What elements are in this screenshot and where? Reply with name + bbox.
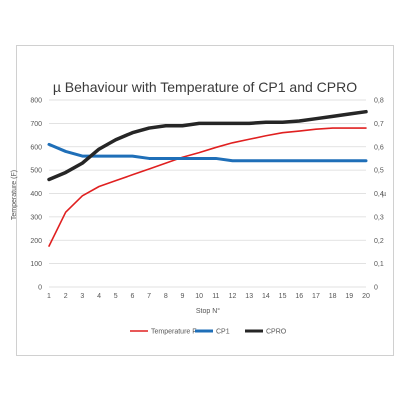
y-tick-label: 0	[38, 285, 42, 292]
x-tick-label: 9	[181, 293, 185, 300]
y2-axis-label: µ	[382, 191, 386, 198]
x-tick-label: 5	[114, 293, 118, 300]
x-tick-label: 19	[345, 293, 353, 300]
series-lines	[47, 109, 368, 247]
y2-tick-label: 0,6	[374, 144, 384, 151]
y2-tick-label: 0,8	[374, 98, 384, 105]
left-axis-ticks: 0 100 200 300 400 500 600 700 800	[30, 98, 42, 292]
y2-tick-label: 0	[374, 285, 378, 292]
x-tick-label: 14	[262, 293, 270, 300]
x-tick-label: 2	[64, 293, 68, 300]
y-tick-label: 800	[30, 98, 42, 105]
x-tick-label: 1	[47, 293, 51, 300]
y2-tick-label: 0,1	[374, 261, 384, 268]
y-tick-label: 200	[30, 238, 42, 245]
series-line-temperature-f	[48, 127, 367, 247]
y-tick-label: 600	[30, 144, 42, 151]
x-tick-label: 8	[164, 293, 168, 300]
x-tick-label: 6	[130, 293, 134, 300]
legend-label: CP1	[216, 329, 230, 336]
legend-label: Temperature F	[151, 329, 197, 336]
legend-label: CPRO	[266, 329, 287, 336]
y2-tick-label: 0,2	[374, 238, 384, 245]
right-axis-ticks: 0 0,1 0,2 0,3 0,4 0,5 0,6 0,7 0,8	[374, 98, 384, 292]
y2-tick-label: 0,5	[374, 168, 384, 175]
x-tick-label: 20	[362, 293, 370, 300]
series-line-cp1	[47, 142, 368, 163]
y2-tick-label: 0,4	[374, 191, 384, 198]
x-tick-label: 16	[295, 293, 303, 300]
chart-title: µ Behaviour with Temperature of CP1 and …	[53, 79, 357, 95]
x-tick-label: 17	[312, 293, 320, 300]
x-tick-label: 7	[147, 293, 151, 300]
x-tick-label: 3	[80, 293, 84, 300]
series-line-cpro	[47, 109, 368, 182]
y-tick-label: 400	[30, 191, 42, 198]
x-axis-ticks: 1 2 3 4 5 6 7 8 9 10 11 12 13 14 15 16 17 18 19 20	[47, 293, 370, 300]
x-axis-label: Stop N°	[196, 307, 220, 315]
x-tick-label: 13	[245, 293, 253, 300]
y-tick-label: 700	[30, 121, 42, 128]
y-tick-label: 100	[30, 261, 42, 268]
x-tick-label: 4	[97, 293, 101, 300]
y2-tick-label: 0,3	[374, 214, 384, 221]
x-tick-label: 18	[329, 293, 337, 300]
y-tick-label: 500	[30, 168, 42, 175]
x-tick-label: 15	[279, 293, 287, 300]
legend: Temperature F CP1 CPRO	[130, 329, 287, 336]
chart-frame	[16, 45, 394, 356]
gridlines	[49, 99, 366, 288]
y-tick-label: 300	[30, 214, 42, 221]
x-tick-label: 12	[229, 293, 237, 300]
y2-tick-label: 0,7	[374, 121, 384, 128]
y-axis-label: Temperature (F)	[11, 170, 18, 220]
x-tick-label: 10	[195, 293, 203, 300]
x-tick-label: 11	[212, 293, 219, 300]
